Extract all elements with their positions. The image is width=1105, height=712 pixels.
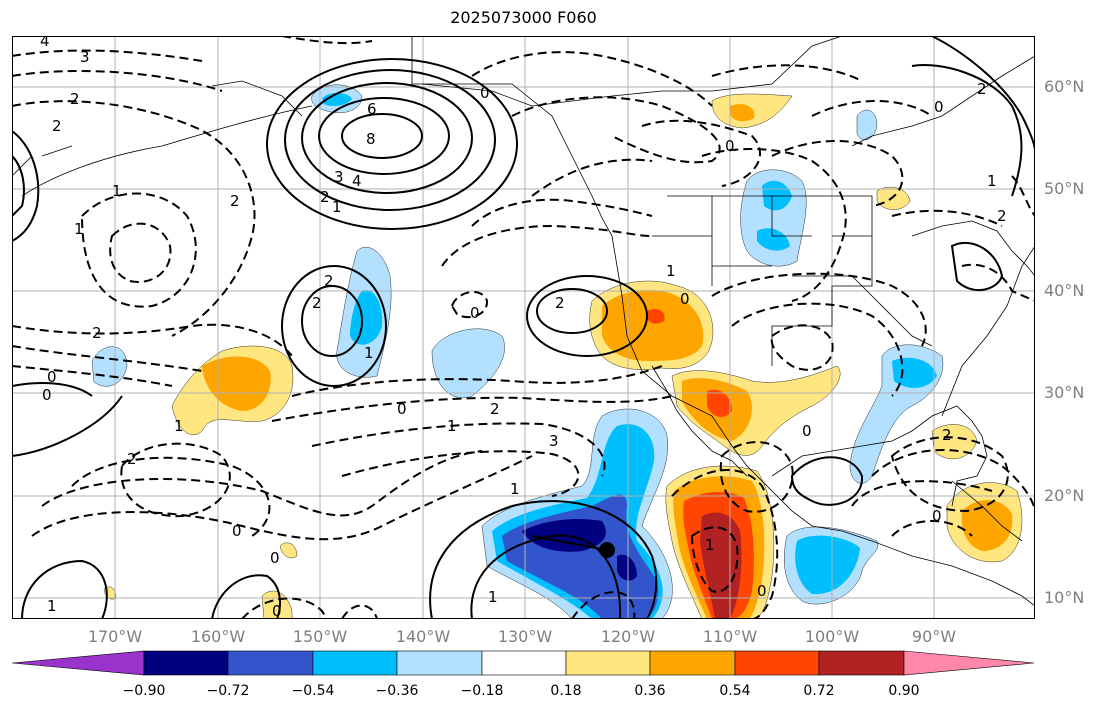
shaded-anomalies: [91, 84, 1023, 619]
colorbar-tick-label: 0.90: [888, 683, 920, 699]
contour-label: 0: [680, 290, 690, 308]
dashed-contours: [12, 36, 1035, 619]
contour-label: 3: [334, 168, 344, 186]
colorbar-segment: [12, 650, 145, 676]
contour-label: 0: [47, 368, 57, 386]
colorbar-segment: [143, 650, 229, 676]
contour-label: 0: [270, 549, 280, 567]
colorbar-tick-label: −0.90: [122, 683, 166, 699]
contour-label: 1: [447, 417, 457, 435]
contour-label: 2: [70, 90, 80, 108]
contour-label: 2: [997, 207, 1007, 225]
contour-label: 1: [666, 262, 676, 280]
contour-label: 6: [367, 100, 377, 118]
contour-label: 4: [352, 172, 362, 190]
contour-label: 2: [127, 450, 137, 468]
map-panel[interactable]: 3 4 2 2 6 8 4 3 2 1 2 2 1 2 1 2 0 0 1 0 …: [12, 36, 1035, 619]
lon-label-170w: 170°W: [87, 627, 143, 646]
contour-label: 1: [364, 344, 374, 362]
lat-label-50n: 50°N: [1044, 179, 1085, 198]
lon-label-90w: 90°W: [911, 627, 957, 646]
graticule: [12, 36, 1035, 619]
contour-label: 0: [757, 582, 767, 600]
map-title: 2025073000 F060: [450, 8, 597, 27]
lon-label-110w: 110°W: [702, 627, 758, 646]
contour-label: 0: [480, 84, 490, 102]
contour-labels: 3 4 2 2 6 8 4 3 2 1 2 2 1 2 1 2 0 0 1 0 …: [40, 36, 1007, 619]
shade-blue-132w: [431, 328, 505, 398]
contour-label: 2: [324, 272, 334, 290]
lon-label-130w: 130°W: [497, 627, 553, 646]
contour-label: 2: [942, 426, 952, 444]
lon-label-120w: 120°W: [600, 627, 656, 646]
colorbar-segment: [312, 650, 398, 676]
colorbar-tick-label: 0.36: [634, 683, 666, 699]
contour-label: 0: [725, 137, 735, 155]
lon-label-100w: 100°W: [804, 627, 860, 646]
shade-blue-labrador: [856, 109, 878, 141]
contour-label: 1: [705, 536, 715, 554]
contour-label: 2: [92, 324, 102, 342]
colorbar-segment: [565, 650, 651, 676]
contour-label: 2: [52, 117, 62, 135]
contour-label: 1: [47, 597, 57, 615]
lat-label-40n: 40°N: [1044, 281, 1085, 300]
map-svg[interactable]: 3 4 2 2 6 8 4 3 2 1 2 2 1 2 1 2 0 0 1 0 …: [12, 36, 1035, 619]
lon-label-160w: 160°W: [190, 627, 246, 646]
colorbar-segment: [649, 650, 736, 676]
colorbar-segment: [396, 650, 483, 676]
colorbar-tick-label: −0.72: [206, 683, 250, 699]
contour-label: 3: [549, 432, 559, 450]
colorbar-segment: [818, 650, 905, 676]
colorbar-segment: [734, 650, 820, 676]
contour-label: 0: [932, 507, 942, 525]
colorbar-tick-label: −0.36: [375, 683, 419, 699]
solid-contours: [12, 36, 1035, 619]
lat-label-20n: 20°N: [1044, 486, 1085, 505]
colorbar-tick-label: −0.18: [460, 683, 504, 699]
contour-label: 0: [42, 386, 52, 404]
lon-label-140w: 140°W: [395, 627, 451, 646]
contour-label: 4: [40, 36, 50, 50]
contour-label: 0: [397, 400, 407, 418]
map-frame: [12, 36, 1035, 619]
colorbar-segments: [12, 650, 1035, 676]
contour-label: 1: [174, 417, 184, 435]
contour-label: 0: [470, 304, 480, 322]
colorbar-tick-label: 0.72: [803, 683, 835, 699]
contour-label: 1: [74, 220, 84, 238]
colorbar: [12, 650, 1035, 676]
contour-label: 2: [312, 294, 322, 312]
lat-label-30n: 30°N: [1044, 383, 1085, 402]
contour-label: 0: [802, 422, 812, 440]
colorbar-tick-label: 0.18: [550, 683, 582, 699]
lon-label-150w: 150°W: [292, 627, 348, 646]
lat-label-60n: 60°N: [1044, 77, 1085, 96]
colorbar-segment: [903, 650, 1035, 676]
contour-label: 0: [232, 522, 242, 540]
contour-label: 0: [272, 602, 282, 619]
contour-label: 1: [987, 172, 997, 190]
contour-label: 1: [510, 480, 520, 498]
contour-label: 8: [366, 130, 376, 148]
lat-label-10n: 10°N: [1044, 588, 1085, 607]
contour-label: 2: [230, 192, 240, 210]
coastlines: [12, 36, 1035, 607]
storm-track-line: [531, 535, 608, 551]
contour-label: 0: [934, 98, 944, 116]
contour-label: 1: [332, 198, 342, 216]
contour-label: 2: [320, 188, 330, 206]
colorbar-tick-label: 0.54: [719, 683, 751, 699]
contour-label: 2: [555, 294, 565, 312]
colorbar-tick-label: −0.54: [291, 683, 335, 699]
contour-label: 2: [490, 400, 500, 418]
colorbar-segment: [481, 650, 567, 676]
contour-label: 1: [488, 588, 498, 606]
contour-label: 3: [80, 48, 90, 66]
colorbar-segment: [227, 650, 314, 676]
contour-label: 2: [977, 80, 987, 98]
shade-yellow-great-lakes: [876, 186, 911, 210]
contour-label: 1: [112, 182, 122, 200]
